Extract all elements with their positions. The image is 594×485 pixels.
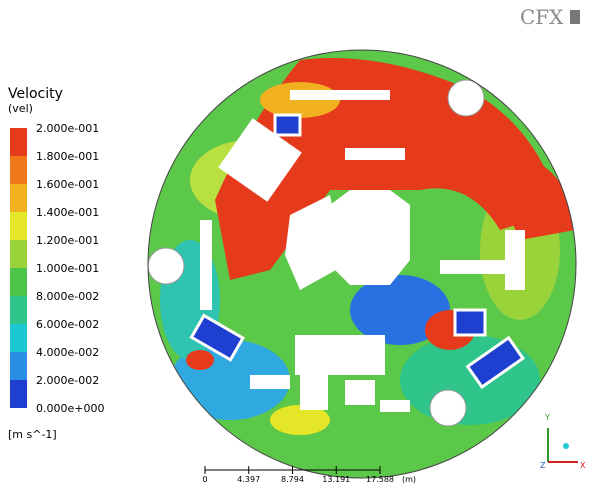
legend-label: 1.200e-001 bbox=[36, 234, 99, 247]
legend-label: 1.800e-001 bbox=[36, 150, 99, 163]
high-velocity-region bbox=[186, 350, 214, 370]
legend-label: 1.000e-001 bbox=[36, 262, 99, 275]
color-band bbox=[10, 128, 27, 156]
color-bar bbox=[10, 128, 27, 408]
legend-label: 8.000e-002 bbox=[36, 290, 99, 303]
column bbox=[430, 390, 466, 426]
color-band bbox=[10, 268, 27, 296]
obstacle bbox=[250, 375, 290, 389]
blue-block bbox=[455, 310, 485, 335]
screenshot: CFX Velocity (vel) 2.000e-001 1.800e-001 1… bbox=[0, 0, 594, 485]
legend-label: 4.000e-002 bbox=[36, 346, 99, 359]
color-band bbox=[10, 156, 27, 184]
obstacle bbox=[300, 375, 328, 410]
legend-label: 1.600e-001 bbox=[36, 178, 99, 191]
scale-label: 4.397 bbox=[237, 475, 260, 484]
color-band bbox=[10, 296, 27, 324]
legend-label: 1.400e-001 bbox=[36, 206, 99, 219]
color-band bbox=[10, 352, 27, 380]
scale-label: 13.191 bbox=[322, 475, 350, 484]
legend-label: 2.000e-002 bbox=[36, 374, 99, 387]
obstacle bbox=[345, 380, 375, 405]
column bbox=[148, 248, 184, 284]
obstacle bbox=[380, 400, 410, 412]
region bbox=[400, 335, 540, 425]
obstacle bbox=[505, 230, 525, 290]
obstacle bbox=[200, 220, 212, 310]
color-band bbox=[10, 212, 27, 240]
logo: CFX bbox=[520, 5, 564, 29]
color-band bbox=[10, 380, 27, 408]
legend-label: 6.000e-002 bbox=[36, 318, 99, 331]
obstacle bbox=[345, 148, 405, 160]
scale-label: 0 bbox=[202, 475, 207, 484]
color-band bbox=[10, 240, 27, 268]
y-axis-label: Y bbox=[544, 413, 550, 422]
obstacle bbox=[290, 90, 390, 100]
legend-title: Velocity bbox=[8, 86, 63, 102]
blue-block bbox=[275, 115, 300, 135]
scale-units: (m) bbox=[402, 475, 416, 484]
color-band bbox=[10, 324, 27, 352]
x-axis-label: X bbox=[580, 461, 586, 470]
z-axis-dot bbox=[563, 443, 569, 449]
color-band bbox=[10, 184, 27, 212]
contour-field bbox=[148, 50, 576, 478]
scale-label: 8.794 bbox=[281, 475, 304, 484]
viewport: CFX Velocity (vel) 2.000e-001 1.800e-001 1… bbox=[0, 0, 594, 485]
obstacle bbox=[295, 335, 385, 375]
logo-icon bbox=[570, 10, 580, 24]
legend-units: [m s^-1] bbox=[8, 428, 57, 441]
legend-label: 0.000e+000 bbox=[36, 402, 104, 415]
column bbox=[448, 80, 484, 116]
z-axis-label: Z bbox=[540, 461, 546, 470]
legend-variable: (vel) bbox=[8, 102, 33, 115]
legend-label: 2.000e-001 bbox=[36, 122, 99, 135]
scale-label: 17.588 bbox=[366, 475, 394, 484]
